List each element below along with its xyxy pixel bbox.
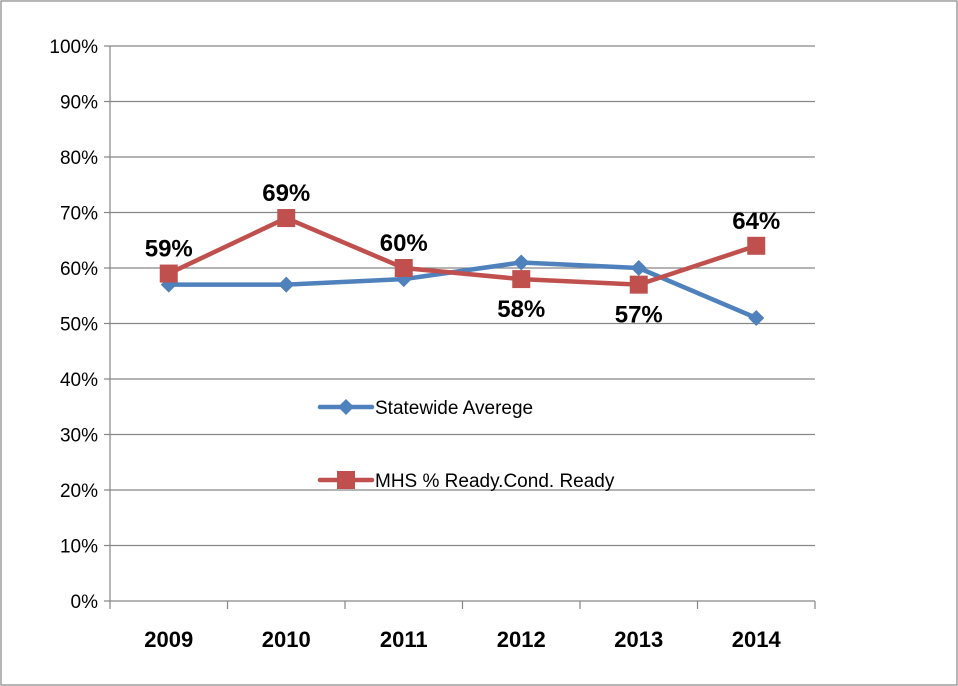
data-point-marker: [277, 209, 296, 228]
x-tick-label: 2012: [497, 627, 546, 652]
data-point-marker: [159, 264, 178, 283]
data-point-marker: [278, 276, 295, 293]
data-point-marker: [512, 270, 531, 289]
y-tick-label: 100%: [49, 37, 98, 58]
data-label: 69%: [262, 180, 310, 207]
y-tick-label: 60%: [60, 259, 98, 280]
axes: 0% 10% 20% 30% 40% 50% 60% 70% 80% 90% 100% 2009 201…: [49, 37, 816, 652]
data-label: 60%: [380, 230, 428, 257]
data-point-marker: [513, 254, 530, 271]
y-tick-label: 20%: [60, 481, 98, 502]
y-tick-label: 50%: [60, 315, 98, 336]
legend-marker: [337, 471, 355, 489]
x-tick-label: 2010: [262, 627, 311, 652]
data-label: 64%: [732, 208, 780, 235]
x-tick-label: 2011: [380, 627, 428, 652]
x-tick-label: 2013: [614, 627, 663, 652]
x-tick-label: 2009: [144, 627, 193, 652]
y-tick-label: 10%: [60, 537, 98, 558]
data-label: 57%: [615, 302, 663, 329]
gridlines: [110, 45, 815, 547]
data-point-marker: [629, 275, 648, 294]
x-tick-label: 2014: [732, 627, 782, 652]
data-labels: 59% 69% 60% 58% 57% 64%: [145, 180, 781, 329]
legend-label: Statewide Averege: [375, 398, 533, 419]
y-tick-label: 0%: [71, 592, 99, 613]
data-point-marker: [630, 260, 647, 276]
y-tick-label: 40%: [60, 370, 98, 391]
data-label: 58%: [497, 296, 545, 323]
y-tick-label: 90%: [60, 93, 98, 114]
legend: Statewide Averege MHS % Ready.Cond. Ready: [317, 398, 615, 492]
data-point-marker: [394, 259, 413, 277]
data-label: 59%: [145, 236, 193, 263]
data-point-marker: [747, 236, 766, 255]
data-point-marker: [748, 309, 765, 326]
y-tick-label: 70%: [60, 204, 98, 225]
legend-marker: [338, 399, 354, 415]
y-tick-label: 80%: [60, 148, 98, 169]
legend-label: MHS % Ready.Cond. Ready: [375, 471, 615, 492]
y-tick-label: 30%: [60, 426, 98, 447]
series-lines: [159, 209, 766, 326]
series-line-1: [166, 215, 759, 287]
